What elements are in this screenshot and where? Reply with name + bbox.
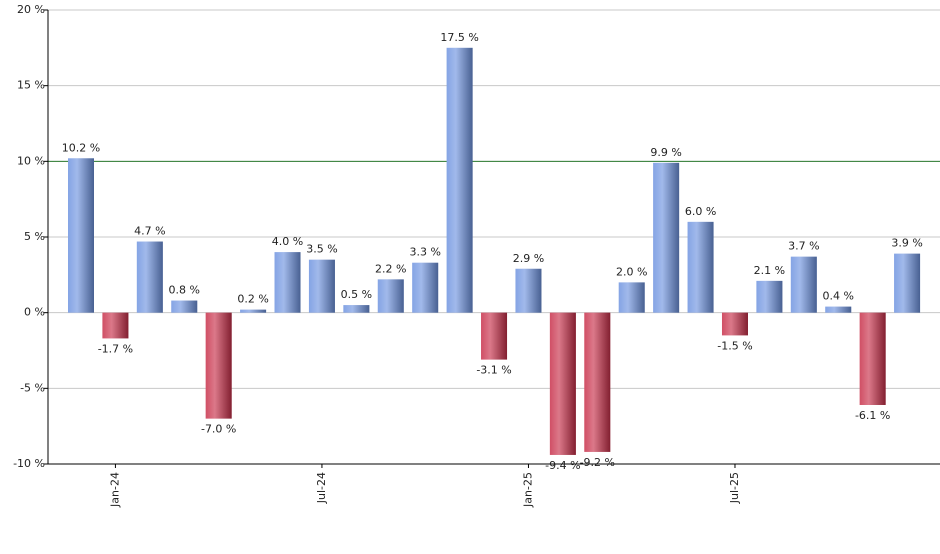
value-label: 3.7 % [788, 240, 819, 253]
value-label: 2.1 % [754, 264, 785, 277]
bar-shade [102, 312, 129, 339]
bar-shade [481, 312, 508, 360]
x-tick-label: Jul-25 [728, 472, 741, 504]
bar-shade [756, 280, 783, 313]
bar-shade [308, 259, 335, 313]
bar-shade [653, 162, 680, 313]
bar-shade [68, 158, 94, 313]
value-label: -9.4 % [545, 459, 580, 472]
bar-shade [136, 241, 163, 313]
value-label: 3.3 % [409, 246, 440, 259]
value-label: 6.0 % [685, 205, 716, 218]
y-tick-label: 20 % [17, 3, 45, 16]
bar-shade [618, 282, 645, 313]
value-label: -7.0 % [201, 423, 236, 436]
bar-shade [412, 262, 439, 313]
value-label: 3.9 % [891, 237, 922, 250]
bar-shade [240, 309, 267, 313]
value-label: 2.0 % [616, 265, 647, 278]
bar-shade [171, 300, 198, 313]
value-label: -3.1 % [476, 364, 511, 377]
value-label: -6.1 % [855, 409, 890, 422]
bar-shade [549, 312, 576, 455]
bar-shade [721, 312, 748, 336]
y-tick-label: 10 % [17, 154, 45, 167]
value-label: 0.2 % [237, 293, 268, 306]
y-tick-label: -10 % [13, 457, 45, 470]
value-label: 0.5 % [341, 288, 372, 301]
bar-shade [894, 253, 921, 313]
value-label: -9.2 % [580, 456, 615, 469]
y-tick-label: 15 % [17, 79, 45, 92]
y-tick-label: 5 % [24, 230, 45, 243]
bar-shade [515, 268, 542, 313]
bar-shade [859, 312, 886, 405]
bar-shade [825, 306, 852, 313]
bar-shade [205, 312, 232, 419]
value-label: -1.7 % [98, 342, 133, 355]
value-label: 3.5 % [306, 243, 337, 256]
y-tick-label: -5 % [20, 381, 45, 394]
value-label: 9.9 % [650, 146, 681, 159]
value-label: 0.8 % [169, 284, 200, 297]
value-label: 10.2 % [62, 141, 100, 154]
value-label: 4.7 % [134, 225, 165, 238]
value-label: 0.4 % [823, 290, 854, 303]
value-label: 17.5 % [440, 31, 478, 44]
y-tick-label: 0 % [24, 306, 45, 319]
value-label: 2.9 % [513, 252, 544, 265]
value-label: -1.5 % [717, 339, 752, 352]
value-label: 4.0 % [272, 235, 303, 248]
bar-shade [790, 256, 817, 313]
bar-shade [343, 305, 370, 313]
bar-shade [377, 279, 404, 313]
bar-shade [687, 221, 714, 313]
x-tick-label: Jul-24 [315, 472, 328, 504]
x-tick-label: Jan-25 [521, 472, 534, 508]
value-label: 2.2 % [375, 262, 406, 275]
bar-shade [446, 47, 473, 313]
bar-shade [274, 252, 301, 313]
bar-shade [584, 312, 611, 452]
x-tick-label: Jan-24 [108, 472, 121, 508]
